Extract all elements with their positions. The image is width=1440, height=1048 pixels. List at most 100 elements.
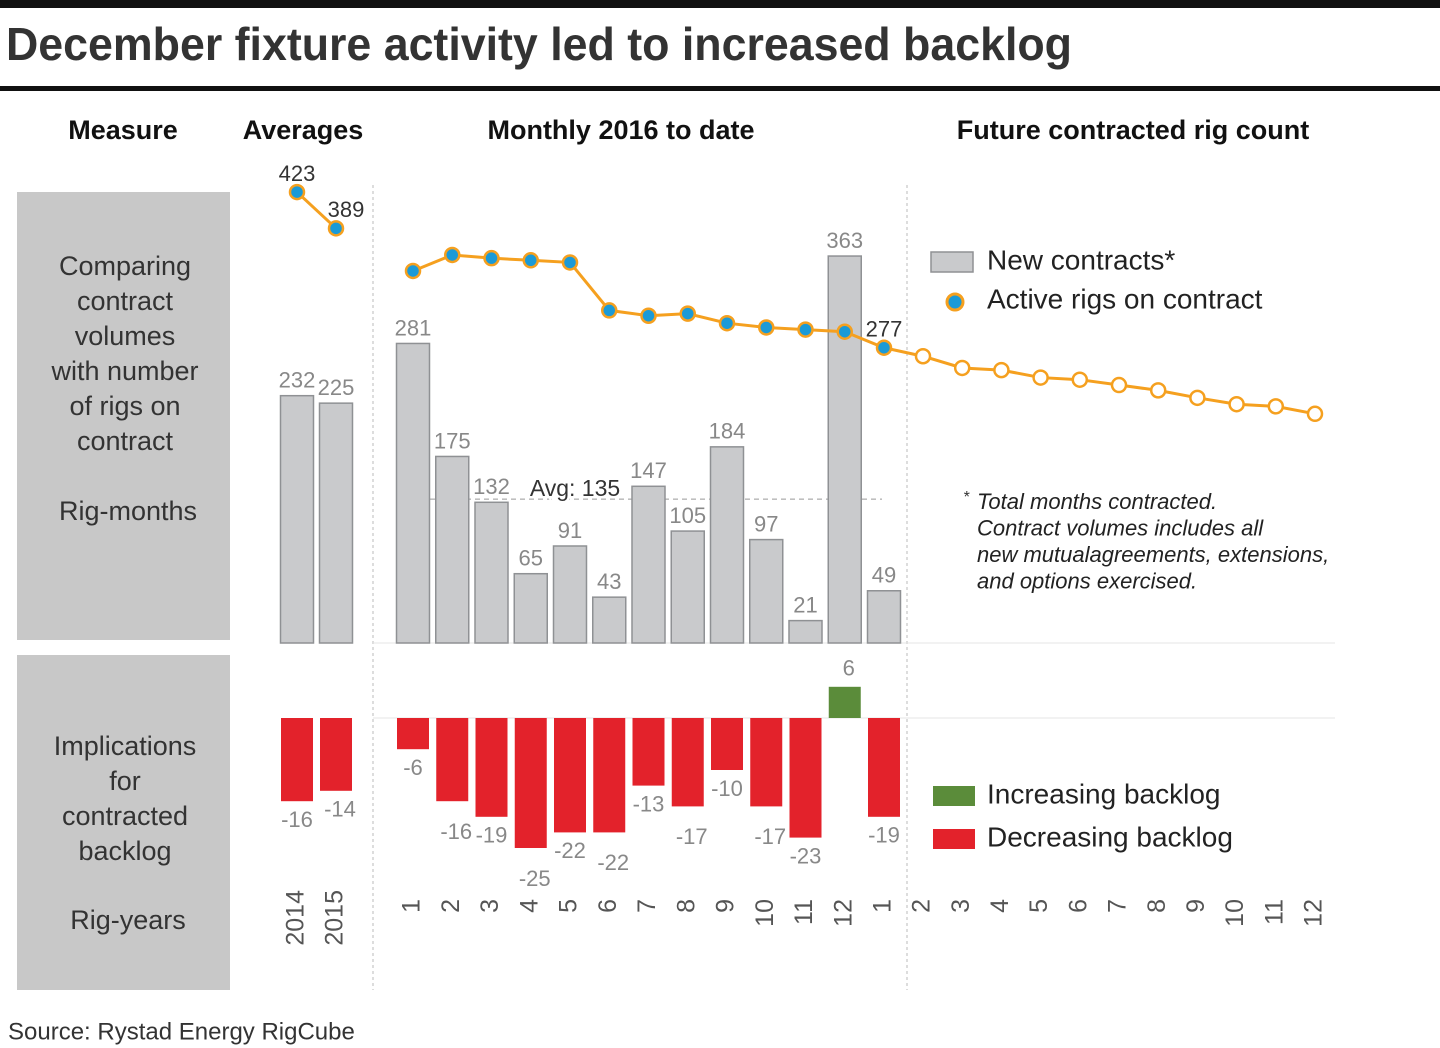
value-label: 184 bbox=[709, 419, 746, 444]
backlog-bar bbox=[397, 718, 429, 750]
line-point bbox=[718, 314, 736, 332]
column-header: Averages bbox=[243, 115, 364, 145]
line-point bbox=[288, 183, 306, 201]
x-tick-label: 5 bbox=[1025, 899, 1053, 913]
bar bbox=[474, 501, 509, 644]
backlog-bar bbox=[593, 718, 626, 833]
line-point bbox=[640, 307, 657, 324]
value-label: 6 bbox=[843, 656, 855, 681]
backlog-bar bbox=[789, 718, 822, 838]
value-label: -23 bbox=[790, 843, 822, 868]
backlog-bar bbox=[828, 686, 861, 718]
legend-swatch bbox=[930, 251, 974, 273]
value-label: -10 bbox=[711, 776, 743, 801]
row-label: contracted bbox=[62, 801, 188, 831]
value-label: 232 bbox=[279, 368, 316, 393]
point-label: 423 bbox=[279, 161, 316, 186]
bar bbox=[827, 255, 862, 644]
line-point bbox=[1071, 371, 1089, 388]
backlog-bar bbox=[320, 718, 352, 791]
row-label: for bbox=[109, 766, 141, 796]
footnote-mark: * bbox=[963, 489, 970, 506]
value-label: -25 bbox=[519, 866, 551, 891]
value-label: -6 bbox=[403, 755, 423, 780]
line-point bbox=[522, 252, 539, 269]
value-label: 49 bbox=[872, 563, 896, 588]
line-point bbox=[836, 323, 853, 340]
bar bbox=[318, 402, 354, 644]
x-tick-label: 1 bbox=[398, 899, 426, 913]
line-point bbox=[914, 347, 932, 365]
value-label: -19 bbox=[868, 823, 900, 848]
legend-label: Decreasing backlog bbox=[987, 821, 1233, 852]
bar bbox=[788, 619, 823, 644]
backlog-bar bbox=[281, 718, 313, 802]
value-label: 43 bbox=[597, 569, 621, 594]
bar bbox=[552, 545, 588, 644]
line-point bbox=[561, 254, 579, 271]
value-label: -22 bbox=[554, 838, 586, 863]
line-point bbox=[953, 359, 971, 377]
value-label: -16 bbox=[281, 807, 313, 832]
line-point bbox=[1149, 382, 1167, 399]
x-tick-label: 12 bbox=[829, 899, 857, 927]
x-tick-label: 9 bbox=[712, 899, 740, 913]
backlog-bar bbox=[750, 718, 783, 807]
legend-label: Active rigs on contract bbox=[987, 283, 1263, 314]
source: Source: Rystad Energy RigCube bbox=[8, 1018, 355, 1045]
x-tick-label: 11 bbox=[790, 899, 818, 925]
value-label: 132 bbox=[473, 474, 510, 499]
x-tick-label: 3 bbox=[947, 899, 975, 913]
x-tick-label: 7 bbox=[633, 899, 661, 913]
x-tick-label: 2 bbox=[437, 899, 465, 913]
backlog-bar bbox=[868, 718, 900, 817]
backlog-bar bbox=[436, 718, 469, 802]
x-tick-label: 11 bbox=[1260, 899, 1288, 925]
value-label: -13 bbox=[633, 791, 665, 816]
value-label: 105 bbox=[669, 503, 706, 528]
x-tick-label: 2015 bbox=[321, 890, 349, 946]
legend-swatch bbox=[933, 786, 975, 806]
footnote: Contract volumes includes all bbox=[977, 515, 1264, 540]
value-label: 21 bbox=[793, 592, 817, 617]
average-label: Avg: 135 bbox=[530, 475, 620, 501]
bar bbox=[513, 572, 548, 644]
line-point bbox=[1032, 369, 1049, 386]
x-tick-label: 2014 bbox=[282, 890, 310, 946]
x-tick-label: 3 bbox=[476, 899, 504, 913]
value-label: -14 bbox=[324, 797, 356, 822]
bar bbox=[709, 446, 745, 644]
bar bbox=[866, 590, 902, 644]
line-point bbox=[1306, 405, 1324, 423]
column-header: Future contracted rig count bbox=[957, 115, 1310, 145]
backlog-bar bbox=[514, 718, 547, 848]
legend-label: New contracts* bbox=[987, 244, 1175, 275]
bar bbox=[395, 342, 431, 644]
bar bbox=[279, 394, 315, 644]
line-point bbox=[601, 302, 618, 319]
value-label: -17 bbox=[754, 824, 786, 849]
row-label: contract bbox=[77, 286, 174, 316]
x-tick-label: 10 bbox=[751, 899, 779, 927]
top-rule bbox=[0, 0, 1440, 8]
row-unit: Rig-years bbox=[70, 905, 186, 935]
row-panel bbox=[17, 192, 230, 640]
x-tick-label: 5 bbox=[555, 899, 583, 913]
row-label: Implications bbox=[54, 731, 197, 761]
value-label: -17 bbox=[676, 824, 708, 849]
legend-label: Increasing backlog bbox=[987, 778, 1220, 809]
row-label: with number bbox=[50, 356, 198, 386]
line-point bbox=[1267, 398, 1285, 415]
bar bbox=[435, 455, 470, 644]
line-point bbox=[404, 262, 422, 280]
line bbox=[295, 190, 338, 230]
row-label: backlog bbox=[78, 836, 171, 866]
bar bbox=[749, 538, 784, 644]
x-tick-label: 6 bbox=[1064, 899, 1092, 913]
value-label: 281 bbox=[395, 315, 432, 340]
value-label: 175 bbox=[434, 428, 471, 453]
x-tick-label: 8 bbox=[672, 899, 700, 913]
line-point bbox=[483, 249, 500, 267]
row-label: of rigs on bbox=[69, 391, 180, 421]
bar bbox=[631, 485, 666, 644]
